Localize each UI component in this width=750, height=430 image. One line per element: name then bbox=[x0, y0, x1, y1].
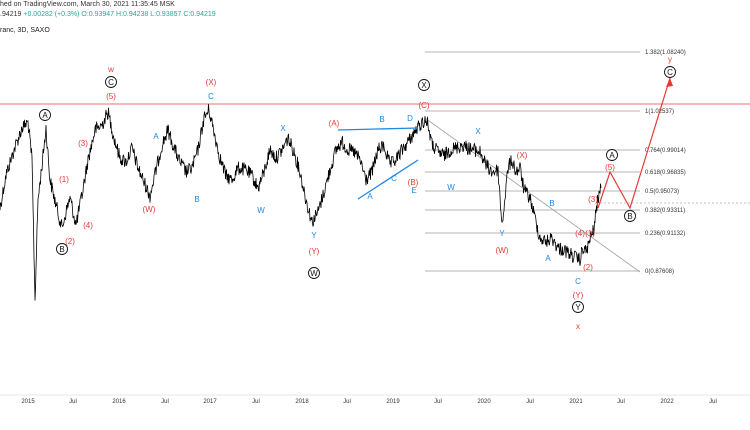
wave-label: C bbox=[575, 277, 581, 286]
wave-label: C bbox=[391, 174, 397, 183]
chart-attribution: hed on TradingView.com, March 30, 2021 1… bbox=[0, 1, 175, 8]
x-tick-label: 2018 bbox=[295, 399, 309, 405]
wave-label: (3) bbox=[78, 139, 88, 148]
wave-label-circle bbox=[624, 210, 636, 222]
wave-label: (X) bbox=[206, 78, 217, 87]
wave-label: C bbox=[108, 78, 114, 87]
last-price: .94219 bbox=[0, 11, 22, 18]
projection-arrowhead bbox=[666, 78, 673, 87]
wave-label: B bbox=[59, 245, 64, 254]
x-tick-label: 2021 bbox=[569, 399, 583, 405]
ohlc-values: O:0.93947 H:0.94238 L:0.93857 C:0.94219 bbox=[81, 11, 216, 18]
wave-label-circle bbox=[105, 76, 117, 88]
x-tick-label: 2019 bbox=[386, 399, 400, 405]
wave-label: (Y) bbox=[573, 291, 584, 300]
wave-label: Y bbox=[311, 231, 317, 240]
wave-label: A bbox=[609, 151, 615, 160]
wave-label: A bbox=[153, 132, 159, 141]
wave-label-circle bbox=[56, 243, 68, 255]
x-tick-label: Jul bbox=[434, 399, 442, 405]
fib-level-label: 0(0.87608) bbox=[645, 269, 674, 275]
price-series-line bbox=[0, 104, 602, 301]
ohlc-readout: .94219 +0.00282 (+0.3%) O:0.93947 H:0.94… bbox=[0, 11, 216, 18]
x-tick-label: Jul bbox=[526, 399, 534, 405]
projection-path bbox=[597, 77, 671, 210]
wave-label: W bbox=[447, 183, 455, 192]
wave-label: (2) bbox=[583, 263, 593, 272]
wave-label: Y bbox=[575, 303, 581, 312]
wave-label-circle bbox=[606, 149, 618, 161]
price-change: +0.00282 (+0.3%) bbox=[23, 11, 80, 18]
fib-level-label: 1.382(1.08240) bbox=[645, 50, 686, 56]
x-tick-label: Jul bbox=[161, 399, 169, 405]
x-tick-label: 2022 bbox=[660, 399, 674, 405]
wave-label: D bbox=[407, 114, 413, 123]
wave-label: (4) bbox=[83, 221, 93, 230]
wave-label: W bbox=[310, 269, 318, 278]
x-tick-label: Jul bbox=[343, 399, 351, 405]
wave-label: (2) bbox=[65, 237, 75, 246]
wave-label-circle bbox=[308, 267, 320, 279]
x-tick-label: Jul bbox=[617, 399, 625, 405]
wave-label-circle bbox=[664, 66, 676, 78]
x-tick-label: Jul bbox=[709, 399, 717, 405]
wave-label: (1) bbox=[585, 229, 595, 238]
fib-level-label: 0.618(0.96835) bbox=[645, 170, 686, 176]
wave-label: (W) bbox=[496, 246, 509, 255]
wave-label: A bbox=[42, 111, 48, 120]
wave-label: (3) bbox=[588, 195, 598, 204]
wave-label: E bbox=[411, 186, 416, 195]
x-tick-label: Jul bbox=[252, 399, 260, 405]
wave-label: (5) bbox=[605, 163, 615, 172]
wave-label: W bbox=[257, 206, 265, 215]
fib-level-label: 0.5(0.95073) bbox=[645, 189, 679, 195]
x-tick-label: 2015 bbox=[21, 399, 35, 405]
wave-label: (5) bbox=[106, 92, 116, 101]
x-tick-label: 2020 bbox=[477, 399, 491, 405]
wave-label: X bbox=[280, 124, 286, 133]
wave-label: A bbox=[545, 254, 551, 263]
wave-label: B bbox=[627, 212, 632, 221]
wave-label: A bbox=[367, 192, 373, 201]
symbol-title: ranc, 3D, SAXO bbox=[0, 27, 50, 34]
wave-label: (4) bbox=[575, 229, 585, 238]
x-tick-label: 2017 bbox=[203, 399, 217, 405]
trend-line bbox=[424, 117, 641, 273]
wave-label: w bbox=[107, 65, 114, 74]
wave-label: (A) bbox=[329, 119, 340, 128]
wave-label: Y bbox=[499, 229, 505, 238]
wave-label: C bbox=[208, 92, 214, 101]
wave-label: (1) bbox=[59, 175, 69, 184]
fib-level-label: 0.382(0.93311) bbox=[645, 208, 685, 214]
wave-label: (X) bbox=[517, 151, 528, 160]
wave-label: C bbox=[667, 68, 673, 77]
wave-label-circle bbox=[39, 109, 51, 121]
wave-label: (Y) bbox=[309, 247, 320, 256]
wave-label: (B) bbox=[408, 178, 419, 187]
wave-label: X bbox=[475, 127, 481, 136]
wave-label: B bbox=[549, 199, 554, 208]
wave-label: X bbox=[421, 81, 427, 90]
wave-label: B bbox=[194, 195, 199, 204]
wave-label: (C) bbox=[418, 101, 429, 110]
wave-label: x bbox=[576, 322, 580, 331]
fib-level-label: 0.236(0.91132) bbox=[645, 231, 685, 237]
triangle-upper-line bbox=[337, 127, 419, 131]
triangle-lower-line bbox=[357, 159, 419, 200]
x-tick-label: 2016 bbox=[112, 399, 126, 405]
x-tick-label: Jul bbox=[69, 399, 77, 405]
wave-label: B bbox=[379, 115, 384, 124]
wave-label: y bbox=[668, 55, 672, 64]
wave-label-circle bbox=[572, 301, 584, 313]
fib-level-label: 0.764(0.99014) bbox=[645, 148, 686, 154]
wave-label-circle bbox=[418, 79, 430, 91]
wave-label: (W) bbox=[143, 205, 156, 214]
